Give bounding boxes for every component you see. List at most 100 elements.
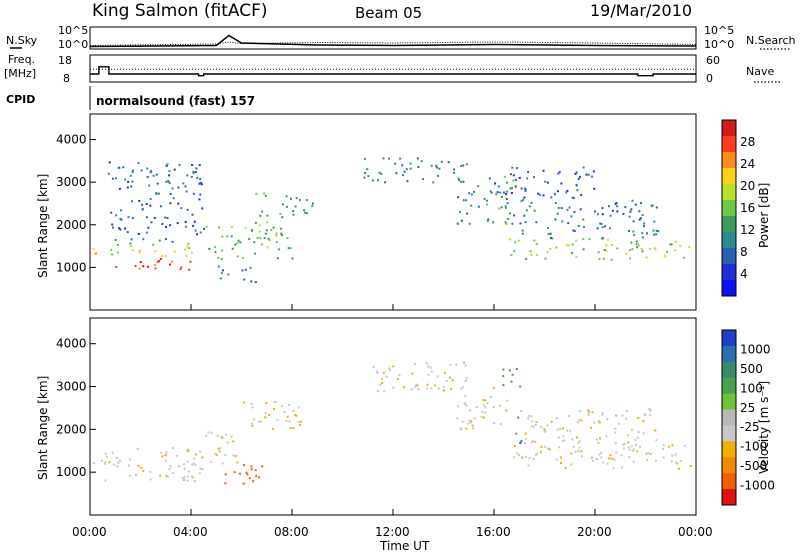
velocity-cell bbox=[543, 445, 546, 448]
power-cell bbox=[432, 181, 435, 184]
velocity-cell bbox=[254, 469, 257, 472]
power-cell bbox=[218, 226, 220, 229]
velocity-cell bbox=[464, 402, 466, 405]
power-cell bbox=[515, 185, 517, 188]
velocity-cell bbox=[631, 428, 633, 431]
power-colorbar-frame bbox=[721, 119, 737, 297]
power-cell bbox=[486, 203, 489, 206]
power-region bbox=[255, 192, 314, 219]
power-cell bbox=[573, 211, 576, 213]
velocity-cell bbox=[201, 468, 204, 470]
power-cell bbox=[665, 250, 668, 253]
power-cell bbox=[388, 157, 390, 160]
power-cell bbox=[198, 164, 201, 167]
velocity-cell bbox=[683, 444, 686, 447]
velocity-cell bbox=[678, 467, 681, 470]
y-tick-label: 3000 bbox=[56, 175, 87, 189]
power-cell bbox=[593, 187, 596, 190]
power-cell bbox=[259, 237, 262, 240]
velocity-cell bbox=[233, 471, 236, 474]
velocity-cell bbox=[232, 440, 235, 443]
power-cell bbox=[447, 161, 450, 164]
power-cell bbox=[131, 217, 134, 220]
power-cell bbox=[549, 248, 552, 251]
velocity-cell bbox=[259, 420, 262, 423]
power-cell bbox=[628, 215, 631, 218]
power-cell bbox=[506, 202, 509, 205]
power-cell bbox=[129, 174, 132, 177]
power-cell bbox=[184, 225, 187, 228]
power-cell bbox=[655, 233, 658, 236]
power-cell bbox=[399, 157, 402, 160]
power-cell bbox=[601, 207, 604, 210]
power-cell bbox=[406, 180, 409, 183]
power-cell bbox=[258, 230, 261, 233]
power-cell bbox=[277, 248, 280, 251]
power-cell bbox=[114, 239, 117, 241]
power-cell bbox=[494, 182, 496, 185]
velocity-cell bbox=[519, 385, 522, 388]
power-cell bbox=[642, 225, 645, 228]
power-cell bbox=[110, 248, 113, 251]
power-cell bbox=[140, 169, 143, 172]
power-cell bbox=[236, 242, 239, 245]
power-cell bbox=[258, 224, 261, 227]
velocity-cell bbox=[376, 390, 379, 393]
power-cell bbox=[366, 168, 369, 171]
power-cell bbox=[530, 202, 533, 204]
velocity-cell bbox=[217, 447, 220, 450]
power-cell bbox=[616, 247, 619, 250]
axes: 00:00 04:00 08:00 12:00 16:00 20:00 00:00 1000 2… bbox=[56, 133, 713, 539]
velocity-cell bbox=[524, 432, 527, 435]
power-cell bbox=[550, 196, 553, 199]
power-cell bbox=[409, 167, 412, 170]
velocity-cell bbox=[430, 370, 433, 373]
velocity-cell bbox=[598, 421, 601, 424]
velocity-cell bbox=[662, 456, 665, 459]
velocity-cell bbox=[129, 458, 132, 461]
power-cell bbox=[263, 192, 266, 195]
nsearch-label: N.Search bbox=[746, 34, 796, 47]
power-cell bbox=[602, 257, 605, 260]
power-cell bbox=[636, 246, 639, 249]
power-cell bbox=[266, 214, 269, 217]
velocity-cell bbox=[557, 436, 560, 439]
velocity-cell bbox=[165, 451, 168, 454]
power-cell bbox=[520, 187, 523, 190]
velocity-cell bbox=[564, 466, 567, 469]
velocity-cell bbox=[563, 439, 566, 442]
power-cell bbox=[130, 185, 133, 188]
velocity-cell bbox=[473, 417, 476, 420]
power-colorbar-tick: 20 bbox=[740, 179, 755, 193]
y-tick-label: 1000 bbox=[56, 465, 87, 479]
power-cell bbox=[557, 172, 560, 175]
velocity-cell bbox=[115, 456, 118, 459]
power-cell bbox=[184, 220, 187, 223]
power-cell bbox=[118, 187, 121, 190]
power-region bbox=[494, 166, 596, 201]
velocity-cell bbox=[459, 428, 462, 431]
power-cell bbox=[172, 197, 175, 200]
velocity-cell bbox=[655, 459, 657, 462]
velocity-cell bbox=[520, 440, 523, 443]
power-cell bbox=[616, 205, 619, 208]
power-cell bbox=[641, 214, 644, 216]
velocity-cell bbox=[649, 453, 652, 456]
power-cell bbox=[580, 193, 583, 196]
power-cell bbox=[651, 204, 654, 207]
velocity-cell bbox=[536, 452, 538, 455]
velocity-cell bbox=[614, 427, 617, 430]
power-cell bbox=[305, 212, 308, 215]
power-cell bbox=[597, 251, 600, 254]
velocity-cell bbox=[299, 424, 302, 427]
power-cell bbox=[149, 204, 152, 207]
velocity-cell bbox=[236, 461, 239, 464]
power-cell bbox=[633, 233, 636, 236]
power-cell bbox=[573, 230, 576, 232]
power-cell bbox=[575, 184, 578, 187]
power-cell bbox=[236, 255, 239, 258]
power-cell bbox=[179, 268, 182, 270]
velocity-cell bbox=[637, 417, 640, 419]
velocity-region bbox=[92, 447, 204, 482]
